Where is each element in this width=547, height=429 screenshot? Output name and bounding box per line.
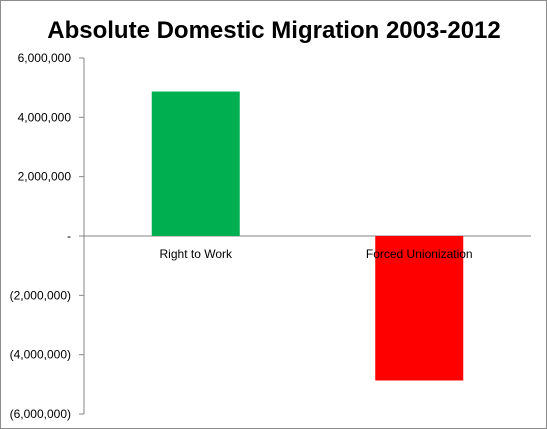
- y-tick-label: 4,000,000: [18, 110, 72, 124]
- category-label: Right to Work: [160, 247, 233, 261]
- category-labels: Right to Work Forced Unionization: [160, 247, 473, 261]
- y-tick-label: -: [67, 229, 71, 243]
- y-tick-label: 6,000,000: [18, 51, 72, 65]
- y-tick-label: (2,000,000): [10, 288, 71, 302]
- bars: [151, 91, 464, 381]
- y-tick-label: 2,000,000: [18, 170, 72, 184]
- y-tick-label: (4,000,000): [10, 348, 71, 362]
- chart-title: Absolute Domestic Migration 2003-2012: [47, 17, 500, 44]
- category-label: Forced Unionization: [366, 247, 473, 261]
- bar-right-to-work: [151, 91, 240, 236]
- y-axis-ticks: 6,000,000 4,000,000 2,000,000 - (2,000,000) (…: [10, 51, 84, 421]
- y-tick-label: (6,000,000): [10, 407, 71, 421]
- bar-forced-unionization: [375, 236, 464, 381]
